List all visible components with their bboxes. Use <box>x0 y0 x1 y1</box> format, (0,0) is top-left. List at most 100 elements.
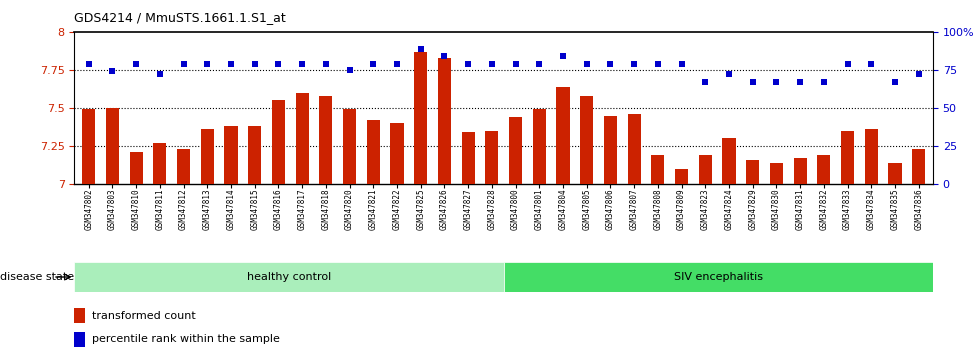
Bar <box>343 109 356 184</box>
Bar <box>817 155 830 184</box>
Point <box>745 79 760 85</box>
Bar <box>864 129 878 184</box>
Point <box>223 61 239 67</box>
Point <box>910 72 926 77</box>
Point <box>650 61 665 67</box>
Text: GSM347825: GSM347825 <box>416 188 425 230</box>
Text: GSM347812: GSM347812 <box>179 188 188 230</box>
Point <box>437 53 453 59</box>
Bar <box>438 58 451 184</box>
Bar <box>675 169 688 184</box>
Point <box>887 79 903 85</box>
Point <box>555 53 570 59</box>
Point <box>863 61 879 67</box>
Text: GSM347821: GSM347821 <box>368 188 377 230</box>
Point <box>673 61 689 67</box>
Point <box>270 61 286 67</box>
Text: GSM347807: GSM347807 <box>630 188 639 230</box>
Text: GSM347817: GSM347817 <box>298 188 307 230</box>
Bar <box>224 126 237 184</box>
Bar <box>153 143 167 184</box>
Text: GSM347827: GSM347827 <box>464 188 472 230</box>
Text: GSM347801: GSM347801 <box>535 188 544 230</box>
Bar <box>504 262 933 292</box>
Bar <box>415 52 427 184</box>
Point <box>128 61 144 67</box>
Text: GSM347803: GSM347803 <box>108 188 117 230</box>
Bar <box>462 132 474 184</box>
Text: GSM347828: GSM347828 <box>487 188 496 230</box>
Bar <box>129 152 143 184</box>
Bar <box>319 96 332 184</box>
Point <box>318 61 334 67</box>
Bar <box>627 114 641 184</box>
Bar <box>722 138 736 184</box>
Text: GSM347815: GSM347815 <box>250 188 260 230</box>
Text: percentile rank within the sample: percentile rank within the sample <box>92 335 279 344</box>
Point <box>389 61 405 67</box>
Point <box>816 79 832 85</box>
Text: GSM347816: GSM347816 <box>274 188 283 230</box>
Text: GSM347822: GSM347822 <box>393 188 402 230</box>
Point <box>247 61 263 67</box>
Bar <box>912 149 925 184</box>
Point <box>484 61 500 67</box>
Text: GSM347835: GSM347835 <box>891 188 900 230</box>
Bar <box>485 131 499 184</box>
Text: GSM347820: GSM347820 <box>345 188 354 230</box>
Bar <box>201 129 214 184</box>
Point <box>200 61 216 67</box>
Text: GSM347831: GSM347831 <box>796 188 805 230</box>
Bar <box>746 160 760 184</box>
Point <box>175 61 191 67</box>
Point <box>461 61 476 67</box>
Text: GSM347836: GSM347836 <box>914 188 923 230</box>
Text: GSM347830: GSM347830 <box>772 188 781 230</box>
Bar <box>580 96 593 184</box>
Point <box>294 61 310 67</box>
Point <box>603 61 618 67</box>
Bar <box>74 262 504 292</box>
Point <box>768 79 784 85</box>
Bar <box>889 163 902 184</box>
Bar <box>390 123 404 184</box>
Text: GSM347811: GSM347811 <box>156 188 165 230</box>
Point <box>626 61 642 67</box>
Bar <box>367 120 380 184</box>
Bar <box>82 109 95 184</box>
Bar <box>296 93 309 184</box>
Text: GSM347814: GSM347814 <box>226 188 235 230</box>
Bar <box>652 155 664 184</box>
Text: GSM347818: GSM347818 <box>321 188 330 230</box>
Text: transformed count: transformed count <box>92 310 195 321</box>
Text: healthy control: healthy control <box>247 272 331 282</box>
Text: GSM347800: GSM347800 <box>512 188 520 230</box>
Text: GSM347829: GSM347829 <box>748 188 758 230</box>
Bar <box>74 308 85 323</box>
Text: GSM347824: GSM347824 <box>724 188 733 230</box>
Bar <box>248 126 262 184</box>
Bar <box>794 158 807 184</box>
Bar <box>106 108 119 184</box>
Point <box>531 61 547 67</box>
Text: GSM347802: GSM347802 <box>84 188 93 230</box>
Point <box>508 61 523 67</box>
Point <box>721 72 737 77</box>
Point <box>81 61 97 67</box>
Bar <box>770 163 783 184</box>
Text: GDS4214 / MmuSTS.1661.1.S1_at: GDS4214 / MmuSTS.1661.1.S1_at <box>74 11 286 24</box>
Point <box>152 72 168 77</box>
Bar <box>699 155 711 184</box>
Text: GSM347809: GSM347809 <box>677 188 686 230</box>
Bar <box>841 131 855 184</box>
Point <box>698 79 713 85</box>
Point <box>579 61 595 67</box>
Text: GSM347808: GSM347808 <box>654 188 662 230</box>
Text: GSM347833: GSM347833 <box>843 188 852 230</box>
Text: SIV encephalitis: SIV encephalitis <box>674 272 762 282</box>
Bar <box>271 101 285 184</box>
Point <box>840 61 856 67</box>
Text: GSM347826: GSM347826 <box>440 188 449 230</box>
Point <box>342 67 358 73</box>
Bar <box>509 117 522 184</box>
